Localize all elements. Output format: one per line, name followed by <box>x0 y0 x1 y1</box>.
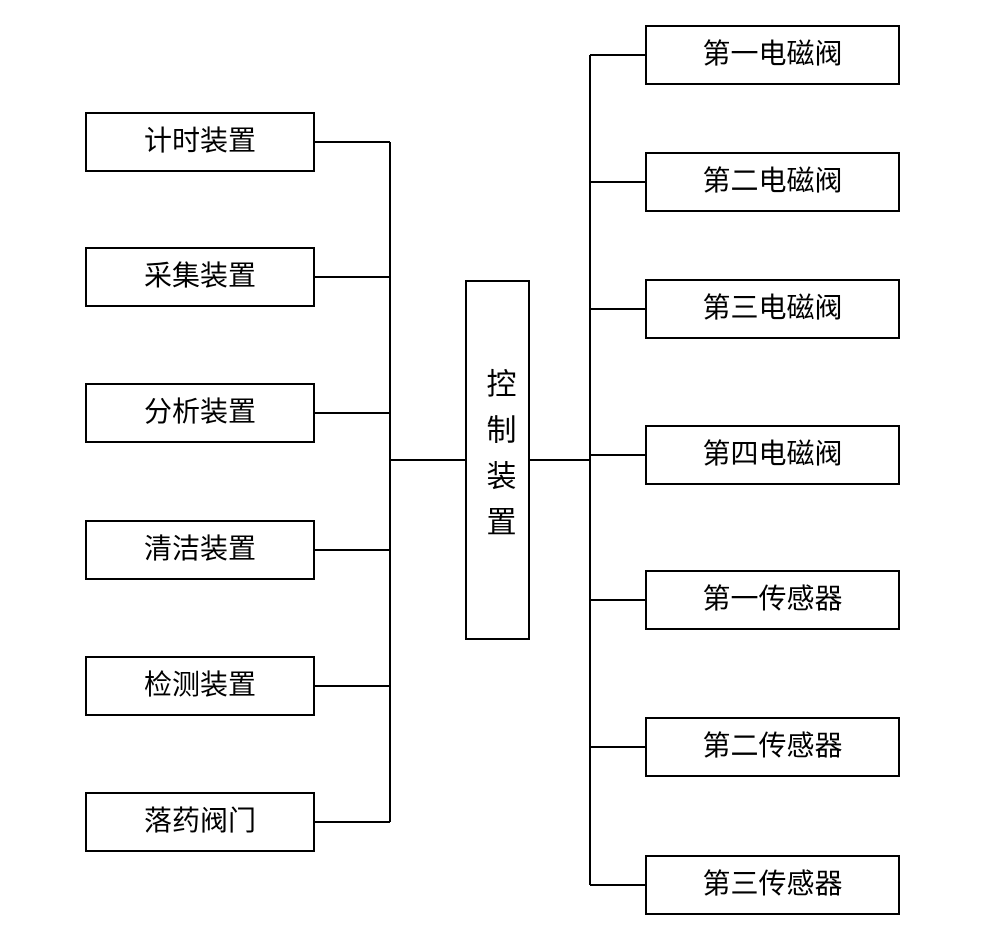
right-sensor1: 第一传感器 <box>645 570 900 630</box>
left-detect: 检测装置 <box>85 656 315 716</box>
right-sensor3: 第三传感器 <box>645 855 900 915</box>
right-valve3: 第三电磁阀 <box>645 279 900 339</box>
left-detect-label: 检测装置 <box>144 669 256 703</box>
right-valve3-label: 第三电磁阀 <box>702 292 842 326</box>
left-clean: 清洁装置 <box>85 520 315 580</box>
right-valve2: 第二电磁阀 <box>645 152 900 212</box>
right-valve1-label: 第一电磁阀 <box>702 38 842 72</box>
left-timing: 计时装置 <box>85 112 315 172</box>
left-analyze: 分析装置 <box>85 383 315 443</box>
right-valve2-label: 第二电磁阀 <box>702 165 842 199</box>
left-clean-label: 清洁装置 <box>144 533 256 567</box>
right-sensor2: 第二传感器 <box>645 717 900 777</box>
center-controller-label: 控制装置 <box>480 348 516 572</box>
right-valve1: 第一电磁阀 <box>645 25 900 85</box>
left-analyze-label: 分析装置 <box>144 396 256 430</box>
left-timing-label: 计时装置 <box>144 125 256 159</box>
block-diagram: 控制装置 计时装置采集装置分析装置清洁装置检测装置落药阀门 第一电磁阀第二电磁阀第三… <box>0 0 1000 950</box>
center-controller: 控制装置 <box>465 280 530 640</box>
left-collect: 采集装置 <box>85 247 315 307</box>
left-drugvalve: 落药阀门 <box>85 792 315 852</box>
left-collect-label: 采集装置 <box>144 260 256 294</box>
right-sensor2-label: 第二传感器 <box>702 730 842 764</box>
right-valve4-label: 第四电磁阀 <box>702 438 842 472</box>
right-sensor3-label: 第三传感器 <box>702 868 842 902</box>
right-sensor1-label: 第一传感器 <box>702 583 842 617</box>
right-valve4: 第四电磁阀 <box>645 425 900 485</box>
left-drugvalve-label: 落药阀门 <box>144 805 256 839</box>
